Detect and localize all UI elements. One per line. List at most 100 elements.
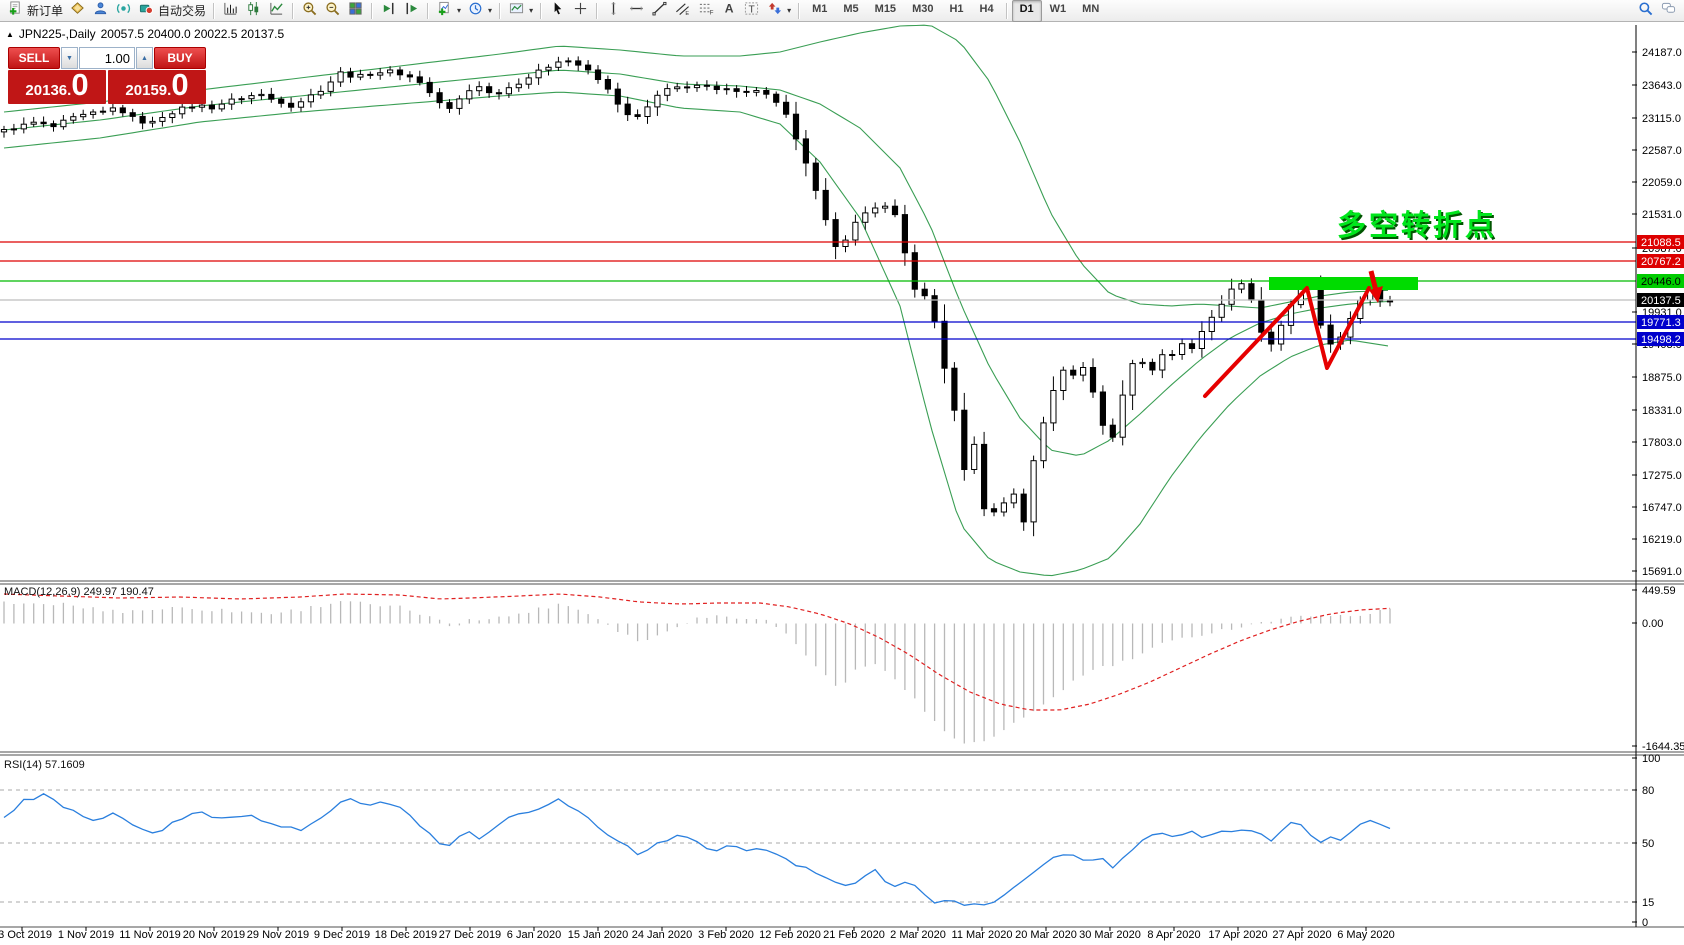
date-tick-label: 6 Jan 2020 <box>507 929 561 941</box>
trendline-icon <box>651 1 668 21</box>
new-chart-button[interactable]: ▾ <box>433 1 464 21</box>
timeframe-m30-button[interactable]: M30 <box>912 2 934 15</box>
axis-tick-label: 22059.0 <box>1642 177 1682 189</box>
bollinger-lower-band <box>3 91 1389 577</box>
axis-tick-label: 0.00 <box>1642 618 1663 630</box>
macd-label: MACD(12,26,9) 249.97 190.47 <box>4 586 154 598</box>
axis-tick-label: 50 <box>1642 838 1654 850</box>
date-tick-label: 29 Nov 2019 <box>247 929 309 941</box>
price-chip-19498.2 <box>1637 332 1684 346</box>
channel-button[interactable]: E <box>671 1 694 21</box>
axis-tick-label: 23643.0 <box>1642 80 1682 92</box>
auto-scroll-button[interactable] <box>377 1 400 21</box>
toolbar-separator <box>427 2 430 19</box>
axis-tick-label: 449.59 <box>1642 585 1676 597</box>
rsi-label: RSI(14) 57.1609 <box>4 759 85 771</box>
new-order-button-label: 新订单 <box>27 4 64 18</box>
buy-price-big-digit: 0 <box>171 67 189 102</box>
channel-icon: E <box>674 1 691 21</box>
chart-profile-button[interactable] <box>66 1 89 21</box>
ohlc-values: 20057.5 20400.0 20022.5 20137.5 <box>100 27 285 41</box>
period-button[interactable]: ▾ <box>464 1 495 21</box>
timeframe-h4-button[interactable]: H4 <box>979 2 994 15</box>
chat-button[interactable] <box>1657 1 1680 21</box>
svg-text:F: F <box>710 9 714 15</box>
text-button[interactable]: A <box>717 1 740 21</box>
down-arrow-shaft <box>1368 270 1379 292</box>
timeframe-m5-button[interactable]: M5 <box>843 2 859 15</box>
label-button[interactable]: T <box>740 1 763 21</box>
crosshair-button[interactable] <box>569 1 592 21</box>
arrows-icon <box>766 1 783 21</box>
svg-text:20137.5: 20137.5 <box>1641 295 1681 307</box>
vline-button[interactable] <box>602 1 625 21</box>
sell-price-big-digit: 0 <box>71 67 89 102</box>
label-icon: T <box>743 1 760 21</box>
buy-button[interactable]: BUY <box>154 47 206 69</box>
volume-input[interactable]: 1.00 <box>79 47 135 69</box>
trendline-button[interactable] <box>648 1 671 21</box>
tile-windows-button[interactable] <box>344 1 367 21</box>
autotrading-icon <box>138 1 155 21</box>
timeframe-m1-button[interactable]: M1 <box>812 2 828 15</box>
buy-price-main: 20159. <box>125 82 172 99</box>
date-tick-label: 12 Feb 2020 <box>759 929 821 941</box>
chart-title: ▲ JPN225-,Daily 20057.5 20400.0 20022.5 … <box>6 27 284 41</box>
date-tick-label: 1 Nov 2019 <box>58 929 114 941</box>
dropdown-arrow-icon: ▾ <box>457 6 462 15</box>
axis-tick-label: 18331.0 <box>1642 405 1682 417</box>
dropdown-arrow-icon: ▾ <box>488 6 493 15</box>
zoom-in-button[interactable] <box>298 1 321 21</box>
volume-increase-button[interactable]: ▲ <box>136 47 153 69</box>
toolbar-separator <box>371 2 374 19</box>
line-chart-button[interactable] <box>265 1 288 21</box>
timeframe-w1-button[interactable]: W1 <box>1049 2 1067 15</box>
arrows-button[interactable]: ▾ <box>763 1 794 21</box>
date-tick-label: 23 Oct 2019 <box>0 929 52 941</box>
search-button[interactable] <box>1634 1 1657 21</box>
timeframe-mn-button[interactable]: MN <box>1082 2 1100 15</box>
candlestick-series <box>0 56 1394 537</box>
timeframe-h1-button[interactable]: H1 <box>949 2 964 15</box>
date-tick-label: 27 Dec 2019 <box>439 929 501 941</box>
market-watch-icon <box>92 1 109 21</box>
down-arrow-head <box>1369 286 1383 303</box>
date-tick-label: 20 Nov 2019 <box>183 929 245 941</box>
new-order-button[interactable]: 新订单 <box>4 0 66 21</box>
fibonacci-icon: F <box>697 1 714 21</box>
price-chip-20137.5 <box>1637 293 1684 307</box>
axis-tick-label: 17803.0 <box>1642 437 1682 449</box>
date-tick-label: 30 Mar 2020 <box>1079 929 1141 941</box>
new-chart-icon <box>436 1 453 21</box>
templates-button[interactable]: ▾ <box>505 1 536 21</box>
autotrading-button[interactable]: 自动交易 <box>135 1 209 21</box>
candlestick-chart-button[interactable] <box>242 1 265 21</box>
fibonacci-button[interactable]: F <box>694 1 717 21</box>
volume-decrease-button[interactable]: ▼ <box>61 47 78 69</box>
buy-price[interactable]: 20159. 0 <box>108 67 206 104</box>
chart-shift-icon <box>403 1 420 21</box>
axis-tick-label: -1644.35 <box>1642 741 1684 753</box>
date-tick-label: 6 May 2020 <box>1337 929 1394 941</box>
bar-chart-button[interactable] <box>219 1 242 21</box>
text-icon: A <box>720 1 737 21</box>
svg-text:T: T <box>749 4 756 15</box>
sell-price[interactable]: 20136. 0 <box>8 67 106 104</box>
market-watch-button[interactable] <box>89 1 112 21</box>
timeframe-m15-button[interactable]: M15 <box>874 2 897 15</box>
timeframe-d1-button[interactable]: D1 <box>1011 0 1042 22</box>
sell-button[interactable]: SELL <box>8 47 60 69</box>
tile-windows-icon <box>347 1 364 21</box>
hline-button[interactable] <box>625 1 648 21</box>
collapse-panel-icon[interactable]: ▲ <box>6 29 14 39</box>
trend-annotation: 多空转折点 <box>1337 210 1498 242</box>
toolbar-separator <box>213 2 216 19</box>
zoom-out-button[interactable] <box>321 1 344 21</box>
date-tick-label: 18 Dec 2019 <box>375 929 437 941</box>
data-window-button[interactable] <box>112 1 135 21</box>
price-chip-21088.5 <box>1637 235 1684 249</box>
zoom-in-icon <box>301 1 318 21</box>
cursor-button[interactable] <box>546 1 569 21</box>
chart-shift-button[interactable] <box>400 1 423 21</box>
